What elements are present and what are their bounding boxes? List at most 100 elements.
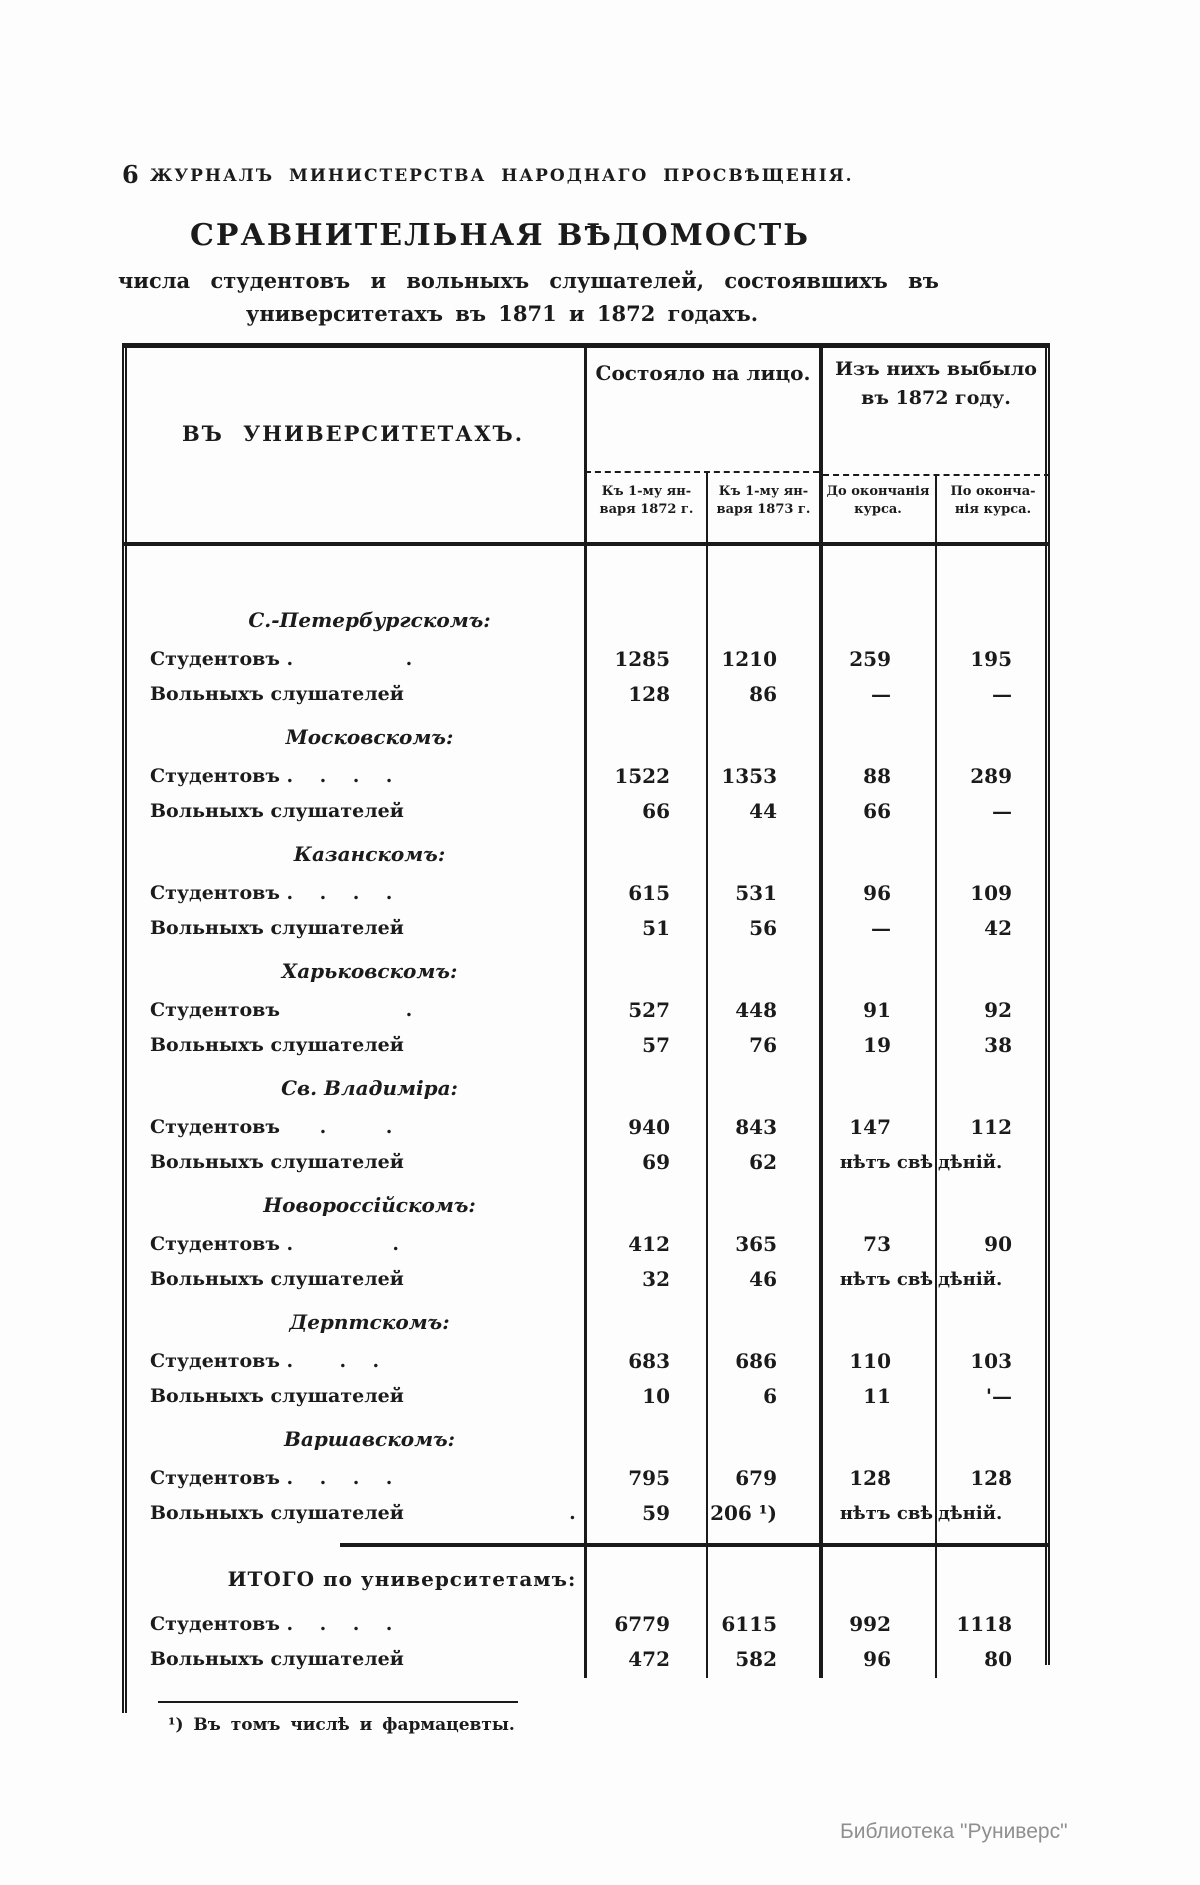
subheader-jan-1873-line1: Къ 1-му ян- <box>718 484 809 499</box>
table-footnote: ¹) Въ томъ числѣ и фармацевты. <box>168 1715 515 1735</box>
value-departed-before: 11 <box>863 1384 891 1408</box>
totals-separator-rule <box>340 1543 1050 1547</box>
row-label: Студентовъ . . . . <box>150 765 393 787</box>
value-jan-1873: 365 <box>735 1232 777 1256</box>
value-departed-before: 19 <box>863 1033 891 1057</box>
value-departed-before: 66 <box>863 799 891 823</box>
value-jan-1873: 86 <box>749 682 777 706</box>
value-jan-1873: 76 <box>749 1033 777 1057</box>
row-label: Студентовъ . . . . <box>150 1613 393 1635</box>
row-label: Студентовъ . . <box>150 1116 393 1138</box>
subheader-jan-1873: Къ 1-му ян- варя 1873 г. <box>709 483 818 519</box>
present-group-underline <box>585 471 819 473</box>
column-divider-groups <box>819 343 823 1678</box>
row-label: Вольныхъ слушателей <box>150 1268 404 1290</box>
value-departed-before: 992 <box>849 1612 891 1636</box>
table-row: Вольныхъ слушателей 57 76 19 38 <box>122 1028 1050 1063</box>
value-jan-1873: 679 <box>735 1466 777 1490</box>
row-label: Вольныхъ слушателей <box>150 917 404 939</box>
value-jan-1873: 686 <box>735 1349 777 1373</box>
value-departed-after: дѣній. <box>938 1503 1003 1524</box>
subheader-before-completion: До окончанія курса. <box>822 483 934 519</box>
totals-heading: ИТОГО по университетамъ: <box>227 1567 577 1591</box>
university-section: С.-Петербургскомъ: Студентовъ . . 1285 1… <box>122 602 1050 719</box>
table-row: Вольныхъ слушателей 69 62 нѣтъ свѣ дѣній… <box>122 1145 1050 1180</box>
table-row: Студентовъ . . . . 1522 1353 88 289 <box>122 759 1050 794</box>
departed-group-underline <box>823 474 1050 476</box>
value-departed-after: 1118 <box>956 1612 1012 1636</box>
value-departed-after: 289 <box>970 764 1012 788</box>
row-label: Студентовъ . . . . <box>150 1467 393 1489</box>
departed-group-header: Изъ нихъ выбыло въ 1872 году. <box>822 355 1050 414</box>
value-departed-after: дѣній. <box>938 1269 1003 1290</box>
row-label: Студентовъ . <box>150 999 413 1021</box>
value-jan-1872: 795 <box>628 1466 670 1490</box>
value-jan-1872: 615 <box>628 881 670 905</box>
page-number: 6 <box>122 160 139 189</box>
subtitle-line-2: университетахъ въ 1871 и 1872 годахъ. <box>245 301 759 326</box>
university-section: Дерптскомъ: Студентовъ . . . 683 686 110… <box>122 1304 1050 1421</box>
row-label: Студентовъ . . . . <box>150 882 393 904</box>
row-label: Студентовъ . . . <box>150 1350 380 1372</box>
university-name: С.-Петербургскомъ: <box>248 608 491 632</box>
table-row: Вольныхъ слушателей 10 6 11 '— <box>122 1379 1050 1414</box>
value-departed-before: 128 <box>849 1466 891 1490</box>
value-jan-1872: 69 <box>642 1150 670 1174</box>
university-name: Новороссійскомъ: <box>263 1193 476 1217</box>
value-departed-before: 73 <box>863 1232 891 1256</box>
university-name: Св. Владиміра: <box>281 1076 458 1100</box>
table-row: Студентовъ . 527 448 91 92 <box>122 993 1050 1028</box>
value-departed-after: '— <box>985 1384 1012 1408</box>
value-jan-1872: 1285 <box>614 647 670 671</box>
value-departed-after: 90 <box>984 1232 1012 1256</box>
value-jan-1872: 57 <box>642 1033 670 1057</box>
header-bottom-rule <box>122 542 1050 546</box>
subheader-after-completion: По оконча- нія курса. <box>938 483 1048 519</box>
value-departed-before: 147 <box>849 1115 891 1139</box>
table-right-border <box>1045 343 1050 1665</box>
subheader-before-line1: До окончанія <box>826 484 930 499</box>
value-departed-before: 91 <box>863 998 891 1022</box>
table-row: Вольныхъ слушателей 472 582 96 80 <box>122 1642 1050 1677</box>
running-header: ЖУРНАЛЪ МИНИСТЕРСТВА НАРОДНАГО ПРОСВѢЩЕН… <box>150 166 854 186</box>
value-jan-1873: 6 <box>763 1384 777 1408</box>
value-departed-after: 92 <box>984 998 1012 1022</box>
university-section: Варшавскомъ: Студентовъ . . . . 795 679 … <box>122 1421 1050 1538</box>
row-label: Вольныхъ слушателей <box>150 1648 404 1670</box>
value-jan-1872: 940 <box>628 1115 670 1139</box>
value-departed-after: 128 <box>970 1466 1012 1490</box>
row-label: Вольныхъ слушателей . <box>150 1502 576 1524</box>
table-body: С.-Петербургскомъ: Студентовъ . . 1285 1… <box>122 546 1050 1538</box>
subheader-after-line1: По оконча- <box>950 484 1036 499</box>
row-label: Студентовъ . . <box>150 1233 400 1255</box>
value-departed-before: 110 <box>849 1349 891 1373</box>
value-departed-after: 80 <box>984 1647 1012 1671</box>
university-name: Харьковскомъ: <box>281 959 458 983</box>
value-departed-before: 88 <box>863 764 891 788</box>
value-departed-after: 103 <box>970 1349 1012 1373</box>
statistics-table: ВЪ УНИВЕРСИТЕТАХЪ. Состояло на лицо. Изъ… <box>122 343 1050 1753</box>
university-name: Казанскомъ: <box>293 842 446 866</box>
value-departed-after: 38 <box>984 1033 1012 1057</box>
table-row: Студентовъ . . 940 843 147 112 <box>122 1110 1050 1145</box>
value-jan-1872: 32 <box>642 1267 670 1291</box>
value-departed-before: — <box>871 916 891 940</box>
value-departed-before: 96 <box>863 881 891 905</box>
value-jan-1872: 6779 <box>614 1612 670 1636</box>
table-row: Вольныхъ слушателей 51 56 — 42 <box>122 911 1050 946</box>
row-label: Вольныхъ слушателей <box>150 683 404 705</box>
table-row: Студентовъ . . . . 6779 6115 992 1118 <box>122 1607 1050 1642</box>
footnote-rule <box>158 1701 518 1703</box>
totals-section: ИТОГО по университетамъ: Студентовъ . . … <box>122 1557 1050 1677</box>
departed-group-header-line1: Изъ нихъ выбыло <box>835 358 1037 380</box>
value-jan-1873: 843 <box>735 1115 777 1139</box>
row-label: Вольныхъ слушателей <box>150 800 404 822</box>
university-name: Московскомъ: <box>285 725 454 749</box>
value-jan-1872: 10 <box>642 1384 670 1408</box>
column-divider-1872-1873 <box>706 473 708 1678</box>
subheader-jan-1873-line2: варя 1873 г. <box>716 502 811 518</box>
value-jan-1872: 59 <box>642 1501 670 1525</box>
subheader-before-line2: курса. <box>854 502 902 518</box>
value-departed-before: нѣтъ свѣ <box>839 1503 933 1524</box>
value-departed-before: нѣтъ свѣ <box>839 1152 933 1173</box>
